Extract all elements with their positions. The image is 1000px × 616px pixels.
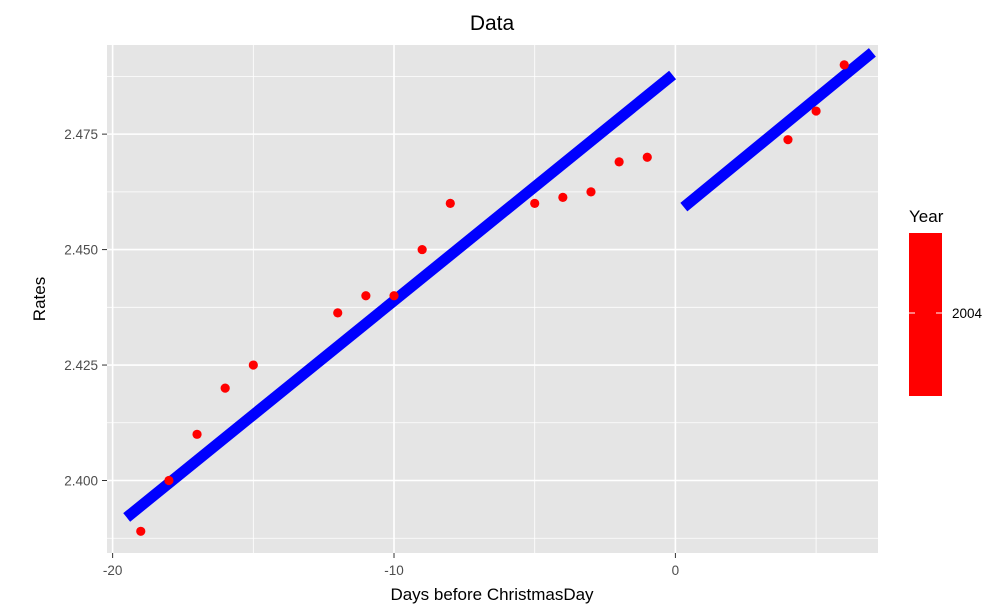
- data-point: [361, 291, 371, 301]
- data-point: [136, 526, 146, 536]
- data-point: [445, 198, 455, 209]
- fit-lines: [123, 48, 876, 522]
- legend-title: Year: [909, 207, 944, 226]
- x-tick-label: -20: [103, 563, 123, 578]
- data-point: [558, 192, 568, 202]
- y-tick-label: 2.425: [64, 358, 98, 373]
- x-tick-label: -10: [384, 563, 404, 578]
- x-tick-label: 0: [672, 563, 680, 578]
- x-axis-title: Days before ChristmasDay: [390, 585, 594, 604]
- major-gridlines: [107, 45, 878, 553]
- data-point: [333, 308, 343, 318]
- legend-label-2004: 2004: [952, 306, 983, 321]
- y-tick-label: 2.475: [64, 127, 98, 142]
- data-point: [220, 383, 230, 393]
- data-point: [614, 157, 624, 167]
- data-point: [248, 360, 258, 370]
- y-axis-title: Rates: [30, 277, 49, 321]
- y-tick-label: 2.450: [64, 243, 98, 258]
- legend: Year 2004: [909, 207, 983, 396]
- legend-color-bar: [909, 233, 942, 396]
- data-point: [811, 106, 821, 116]
- data-point: [164, 475, 174, 486]
- data-points: [136, 60, 849, 536]
- panel-background: [107, 45, 878, 553]
- data-point: [642, 152, 652, 162]
- fit-line: [680, 48, 876, 212]
- fit-line: [123, 70, 677, 522]
- y-axis: 2.400 2.425 2.450 2.475: [64, 127, 107, 488]
- data-point: [192, 429, 202, 439]
- data-point: [389, 291, 399, 301]
- data-point: [839, 60, 849, 70]
- data-point: [417, 244, 427, 255]
- y-tick-label: 2.400: [64, 473, 98, 488]
- chart-title: Data: [470, 12, 515, 35]
- data-point: [530, 198, 540, 209]
- data-point: [586, 187, 596, 197]
- data-point: [783, 135, 793, 145]
- x-axis: -20 -10 0: [103, 553, 679, 578]
